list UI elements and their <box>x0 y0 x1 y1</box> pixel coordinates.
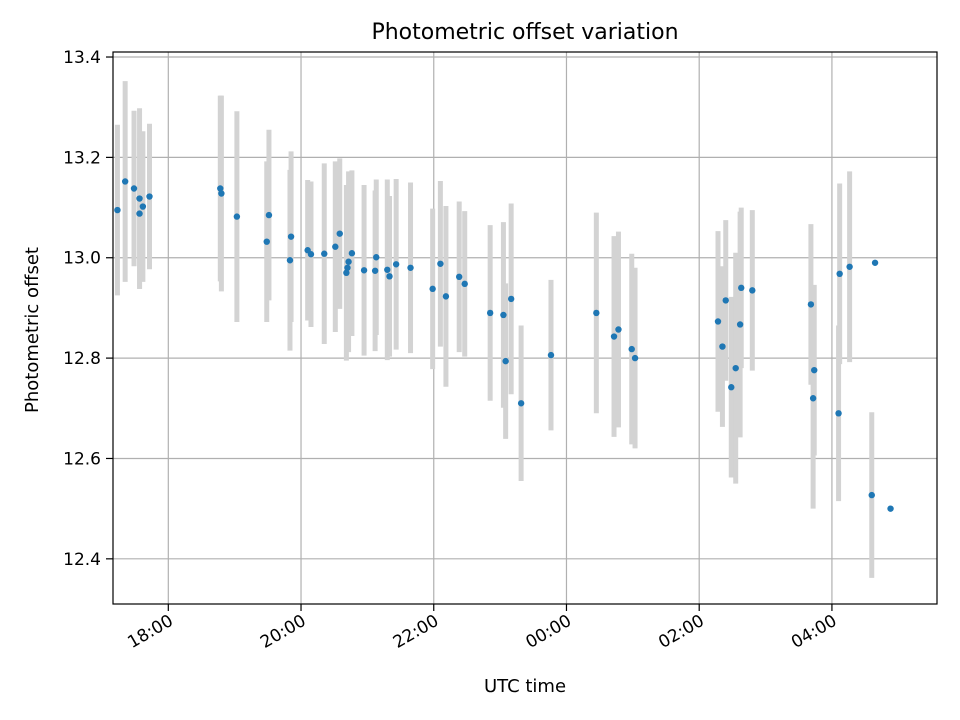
data-point <box>371 267 379 274</box>
y-tick-label: 12.8 <box>63 349 101 369</box>
data-point <box>136 195 143 202</box>
data-point <box>871 259 879 266</box>
y-tick-label: 13.0 <box>63 249 101 269</box>
data-point <box>146 193 153 200</box>
data-point <box>384 266 391 273</box>
data-point <box>130 185 138 192</box>
data-point <box>738 284 745 292</box>
data-point <box>345 258 352 265</box>
x-axis-label: UTC time <box>484 676 566 697</box>
data-point <box>114 206 121 214</box>
data-point <box>455 273 463 281</box>
data-point <box>218 190 225 197</box>
data-point <box>500 311 507 319</box>
data-point <box>348 250 356 257</box>
data-point <box>846 263 853 270</box>
data-point <box>593 309 600 317</box>
data-point <box>286 257 294 264</box>
data-point <box>610 333 618 340</box>
data-point <box>265 211 273 219</box>
y-axis-label: Photometric offset <box>22 247 43 413</box>
data-point <box>486 309 494 317</box>
data-point <box>343 269 350 276</box>
data-point <box>615 326 622 333</box>
data-point <box>722 297 729 304</box>
data-point <box>461 280 468 288</box>
data-point <box>547 351 555 359</box>
data-point <box>836 270 843 278</box>
data-point <box>507 295 515 303</box>
data-point <box>736 321 744 328</box>
data-point <box>217 185 224 192</box>
y-tick-label: 13.4 <box>63 48 101 68</box>
data-point <box>517 400 525 407</box>
data-point <box>732 364 739 372</box>
data-point <box>719 343 726 350</box>
data-point <box>321 250 328 257</box>
data-point <box>360 267 368 274</box>
data-point <box>868 491 875 499</box>
data-point <box>835 410 842 417</box>
data-point <box>121 178 129 185</box>
y-tick-label: 13.2 <box>63 148 101 168</box>
data-point <box>628 345 635 353</box>
data-point <box>429 285 436 293</box>
data-point <box>502 357 509 365</box>
data-point <box>728 384 735 391</box>
data-point <box>386 273 393 280</box>
data-point <box>139 203 147 210</box>
data-point <box>344 264 351 271</box>
data-point <box>136 210 143 217</box>
chart-title: Photometric offset variation <box>371 20 678 45</box>
grid <box>113 52 937 604</box>
plot-frame <box>112 51 938 605</box>
data-point <box>631 354 639 362</box>
data-point <box>807 301 815 308</box>
data-point <box>811 366 818 374</box>
data-point <box>442 293 450 300</box>
data-point <box>437 260 444 267</box>
data-point <box>287 233 295 240</box>
data-point <box>749 287 756 294</box>
y-tick-label: 12.4 <box>63 550 101 570</box>
data-point <box>887 505 894 512</box>
data-point <box>336 230 343 237</box>
data-point <box>233 213 241 220</box>
data-points <box>114 178 894 512</box>
data-point <box>809 395 817 402</box>
data-point <box>407 264 414 271</box>
data-point <box>714 318 722 325</box>
y-tick-label: 12.6 <box>63 449 101 469</box>
data-point <box>392 261 400 268</box>
data-point <box>263 238 270 245</box>
data-point <box>373 254 380 261</box>
data-point <box>307 251 315 258</box>
data-point <box>332 243 339 250</box>
